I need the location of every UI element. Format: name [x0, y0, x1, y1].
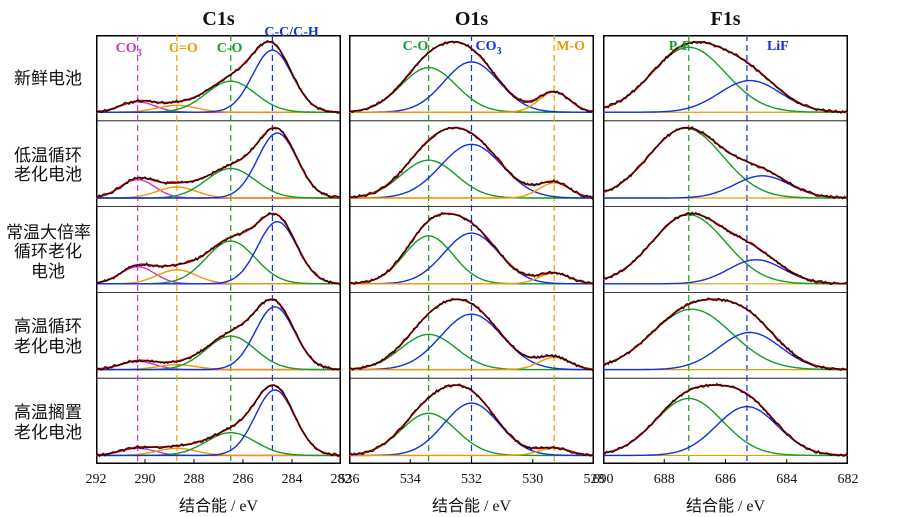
xaxis-title-c1s: 结合能 / eV [179, 492, 258, 516]
panel-f1s [603, 35, 848, 464]
xtick-f1s-682: 682 [838, 472, 859, 488]
xtick-f1s-686: 686 [715, 472, 736, 488]
panel-o1s [349, 35, 594, 464]
peak-label-c1s-CO: CO3 [116, 41, 142, 59]
xtick-f1s-690: 690 [593, 472, 614, 488]
peak-label-c1s-CCCH: C-C/C-H [264, 25, 318, 41]
peak-label-f1s-LiF: LiF [767, 39, 789, 55]
row-label-4: 高温搁置老化电池 [6, 403, 90, 442]
xtick-f1s-688: 688 [654, 472, 675, 488]
peak-label-f1s-PF: P-F [669, 39, 691, 55]
column-title-o1s: O1s [452, 8, 492, 31]
xtick-o1s-534: 534 [400, 472, 421, 488]
row-label-2: 常温大倍率循环老化电池 [6, 223, 90, 282]
row-label-3: 高温循环老化电池 [6, 317, 90, 356]
column-title-c1s: C1s [199, 8, 239, 31]
xaxis-title-o1s: 结合能 / eV [432, 492, 511, 516]
xtick-o1s-536: 536 [339, 472, 360, 488]
xtick-c1s-290: 290 [135, 472, 156, 488]
peak-label-c1s-CO: C-O [217, 41, 243, 57]
row-label-0: 新鲜电池 [6, 69, 90, 89]
peak-label-c1s-CO: C=O [169, 41, 198, 57]
xtick-c1s-292: 292 [86, 472, 107, 488]
peak-label-o1s-CO: CO3 [476, 39, 502, 57]
row-label-1: 低温循环老化电池 [6, 146, 90, 185]
xaxis-title-f1s: 结合能 / eV [686, 492, 765, 516]
peak-label-o1s-CO: C-O [403, 39, 429, 55]
xtick-f1s-684: 684 [776, 472, 797, 488]
xtick-c1s-284: 284 [282, 472, 303, 488]
xtick-c1s-288: 288 [184, 472, 205, 488]
xtick-c1s-286: 286 [233, 472, 254, 488]
column-title-f1s: F1s [706, 8, 746, 31]
xtick-o1s-530: 530 [522, 472, 543, 488]
peak-label-o1s-MO: M-O [556, 39, 585, 55]
xtick-o1s-532: 532 [461, 472, 482, 488]
panel-c1s [96, 35, 341, 464]
